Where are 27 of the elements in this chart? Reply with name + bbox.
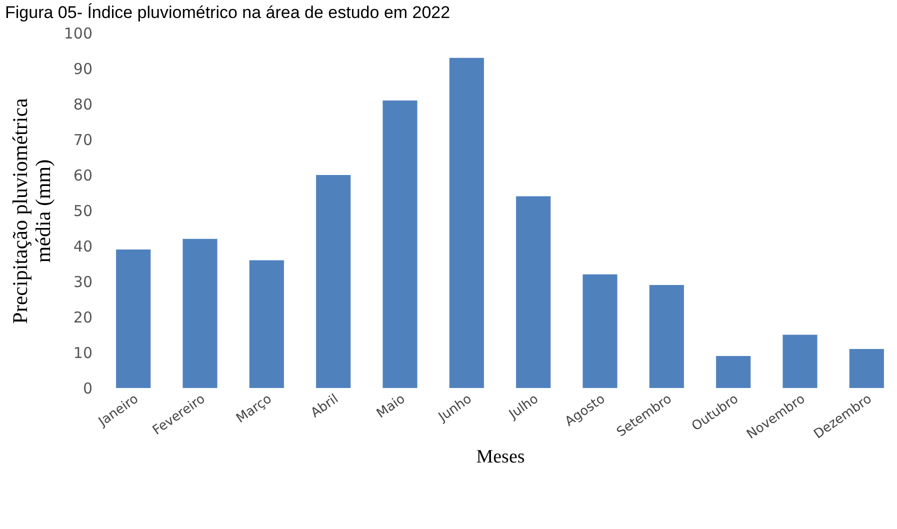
x-tick-label: Maio: [374, 392, 408, 422]
y-tick-label: 20: [73, 308, 92, 326]
y-tick-label: 10: [73, 344, 92, 362]
bar: [582, 274, 618, 388]
y-tick-label: 90: [73, 60, 92, 78]
y-tick-label: 40: [73, 238, 92, 256]
y-tick-label: 100: [64, 24, 92, 42]
bar: [516, 196, 551, 388]
bar: [649, 285, 684, 388]
y-tick-label: 30: [73, 273, 92, 291]
bar: [849, 348, 884, 388]
bar: [116, 250, 151, 388]
x-axis-title: Meses: [476, 446, 525, 468]
bar: [449, 58, 484, 388]
bar: [182, 238, 218, 388]
y-tick-label: 70: [73, 131, 92, 149]
y-axis-title: Precipitação pluviométrica média (mm): [8, 98, 55, 324]
y-tick-label: 60: [73, 166, 92, 184]
bar: [716, 356, 751, 388]
bar: [382, 100, 418, 388]
bar: [316, 175, 351, 388]
chart-title: Figura 05- Índice pluviométrico na área de estudo em 2022: [5, 3, 450, 22]
bar: [782, 334, 818, 388]
y-tick-label: 80: [73, 96, 92, 114]
y-tick-label: 0: [82, 380, 92, 398]
bar: [249, 260, 284, 388]
y-tick-label: 50: [73, 202, 92, 220]
